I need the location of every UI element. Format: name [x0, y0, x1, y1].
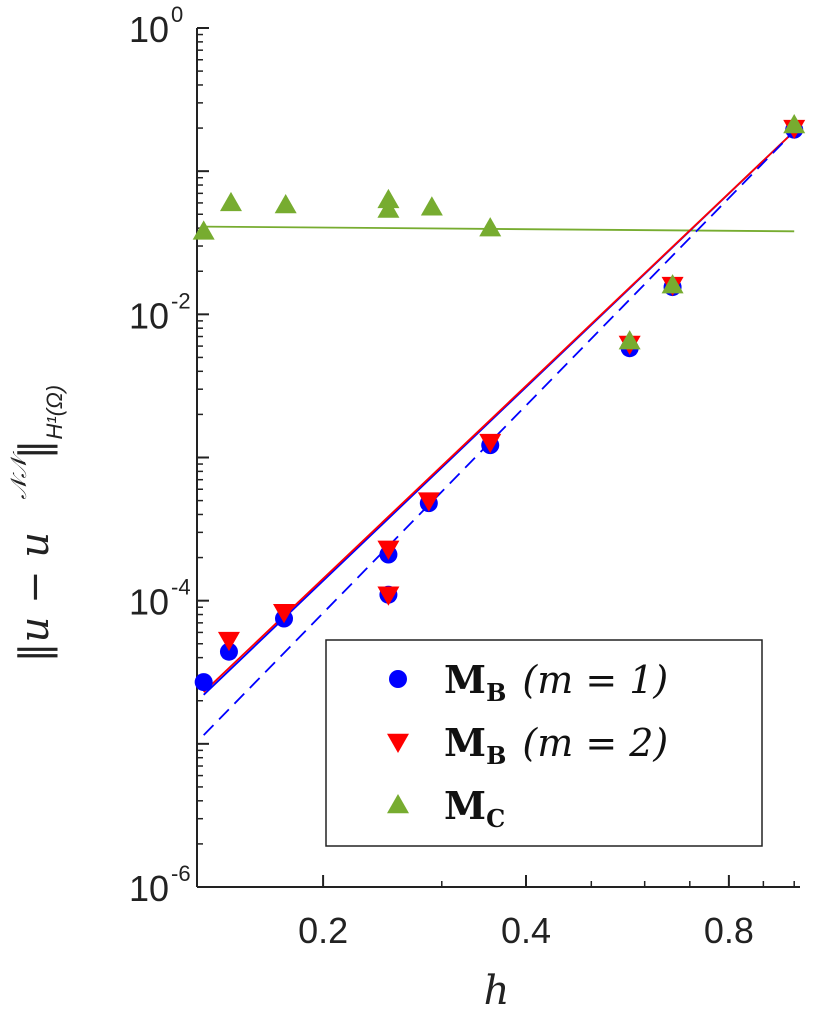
legend-marker — [387, 794, 409, 814]
y-tick-label: 10 -4 — [129, 575, 191, 623]
fit-line — [203, 130, 795, 693]
y-tick-label: 10 0 — [129, 2, 183, 50]
legend-marker — [387, 733, 409, 753]
data-point — [219, 642, 238, 661]
axes: 10-610-410-210 00.2 0.4 0.8h‖u − u𝒩𝒩‖H¹(Ω) — [6, 2, 800, 1012]
legend-label-sub: C — [486, 804, 505, 833]
legend-label: MB (m = 2) — [444, 720, 668, 770]
data-point — [417, 492, 440, 512]
fit-lines — [203, 130, 795, 736]
data-point — [273, 604, 296, 624]
x-tick-label: 0.4 — [501, 910, 551, 951]
legend-label-main: M — [444, 720, 486, 765]
x-tick-label: 0.8 — [704, 910, 754, 951]
y-tick-base: 10 — [129, 868, 169, 909]
data-point — [479, 217, 502, 237]
data-point — [274, 194, 297, 214]
x-axis-title: h — [484, 968, 510, 1012]
legend-label-sub: B — [486, 678, 506, 707]
data-point — [661, 274, 684, 294]
data-point — [192, 220, 215, 240]
legend-label-suffix: (m = 1) — [522, 658, 668, 702]
data-point — [217, 631, 240, 652]
fit-line — [203, 225, 795, 233]
series-3 — [192, 114, 806, 350]
legend-label: MC — [444, 783, 505, 833]
fit-line — [203, 130, 795, 736]
legend-label-suffix: (m = 2) — [522, 721, 668, 765]
data-point — [479, 433, 502, 454]
y-tick-exponent: -4 — [171, 575, 191, 600]
y-tick-exponent: -2 — [171, 288, 191, 313]
y-tick-base: 10 — [129, 582, 169, 623]
legend-label-sub: B — [486, 741, 506, 770]
data-point — [194, 673, 213, 692]
data-point — [377, 188, 400, 209]
data-point — [377, 586, 400, 606]
y-tick-label: 10 -6 — [129, 861, 191, 909]
y-axis-title-sub: H¹(Ω) — [42, 385, 67, 440]
y-axis-title-sup: 𝒩𝒩 — [6, 450, 31, 499]
y-axis-title-main: ‖u − u — [12, 532, 58, 662]
y-tick-label: 10 -2 — [129, 288, 191, 336]
data-point — [420, 196, 443, 216]
data-point — [377, 540, 400, 560]
y-tick-base: 10 — [129, 9, 169, 50]
x-tick-label: 0.2 — [298, 910, 348, 951]
legend-label-main: M — [444, 783, 486, 828]
legend-marker — [389, 670, 407, 688]
y-axis-title: ‖u − u 𝒩𝒩‖H¹(Ω) — [6, 385, 67, 663]
legend: MB (m = 1)MB (m = 2)MC — [325, 639, 763, 847]
series-2 — [217, 119, 806, 652]
data-point — [783, 114, 806, 134]
legend-label-main: M — [444, 657, 486, 702]
y-tick-base: 10 — [129, 295, 169, 336]
y-axis-title-close: ‖ — [12, 440, 58, 460]
y-tick-exponent: 0 — [171, 2, 183, 27]
data-point — [219, 191, 242, 212]
legend-label: MB (m = 1) — [444, 657, 668, 707]
data-point — [618, 330, 641, 350]
y-tick-exponent: -6 — [171, 861, 191, 886]
data-points — [192, 114, 806, 692]
